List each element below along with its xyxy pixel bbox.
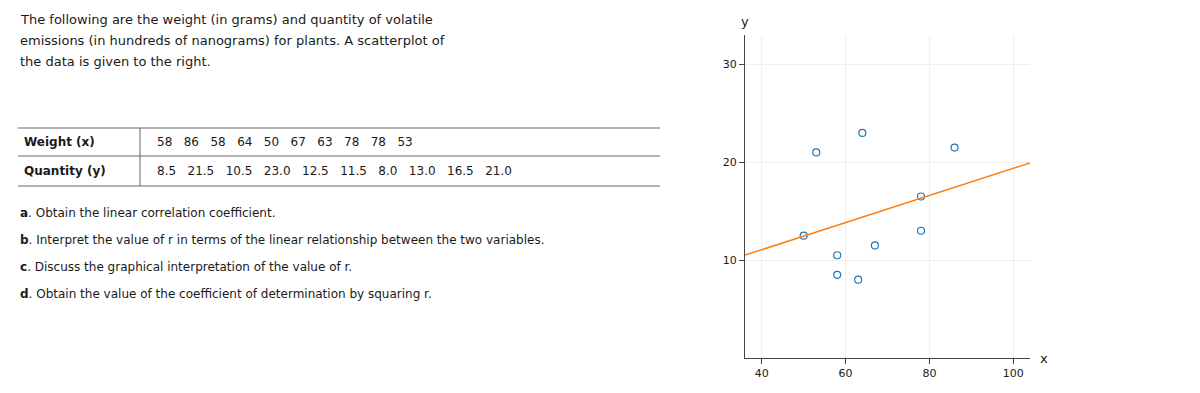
svg-text:y: y [741, 14, 749, 29]
svg-text:x: x [1040, 351, 1048, 366]
svg-text:Quantity (y): Quantity (y) [24, 164, 106, 178]
svg-text:100: 100 [1003, 367, 1024, 380]
svg-text:8.5 21.5 10.5 23.0 12.: 8.5 21.5 10.5 23.0 12.5 11.5 8.0 13.0 16… [157, 164, 512, 178]
svg-text:a. Obtain the linear correlati: a. Obtain the linear correlation coeffic… [20, 206, 275, 220]
svg-text:emissions (in hundreds of nano: emissions (in hundreds of nanograms) for… [20, 33, 445, 48]
svg-text:20: 20 [723, 156, 737, 169]
svg-text:the data is given to the right: the data is given to the right. [20, 54, 211, 69]
svg-text:60: 60 [839, 367, 853, 380]
svg-text:b. Interpret the value of r in: b. Interpret the value of r in terms of … [20, 233, 545, 247]
svg-text:c. Discuss the graphical inter: c. Discuss the graphical interpretation … [20, 260, 352, 274]
svg-text:58 86 58 64 50 67: 58 86 58 64 50 67 63 78 78 53 [157, 135, 413, 149]
svg-text:Weight (x): Weight (x) [24, 135, 95, 149]
svg-text:80: 80 [922, 367, 936, 380]
svg-text:40: 40 [755, 367, 769, 380]
svg-text:The following are the weight (: The following are the weight (in grams) … [20, 12, 433, 27]
svg-text:10: 10 [723, 254, 737, 267]
svg-text:d. Obtain the value of the coe: d. Obtain the value of the coefficient o… [20, 287, 432, 301]
svg-text:30: 30 [723, 58, 737, 71]
